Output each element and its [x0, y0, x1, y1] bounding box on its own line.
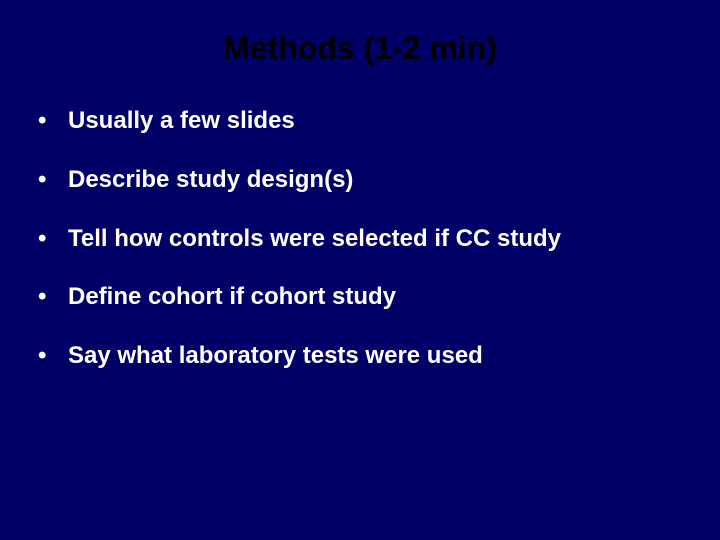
list-item: Tell how controls were selected if CC st…	[38, 225, 690, 254]
list-item: Define cohort if cohort study	[38, 283, 690, 312]
list-item: Usually a few slides	[38, 107, 690, 136]
slide-container: Methods (1-2 min) Usually a few slides D…	[0, 0, 720, 540]
list-item: Say what laboratory tests were used	[38, 342, 690, 371]
slide-title: Methods (1-2 min)	[0, 0, 720, 107]
list-item: Describe study design(s)	[38, 166, 690, 195]
bullet-list: Usually a few slides Describe study desi…	[0, 107, 720, 371]
